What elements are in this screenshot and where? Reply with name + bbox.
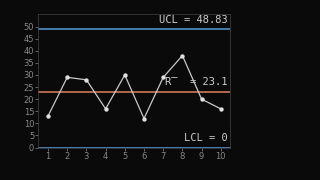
Point — [161, 76, 166, 79]
Point — [180, 54, 185, 57]
Point — [122, 73, 127, 76]
Text: LCL = 0: LCL = 0 — [184, 133, 228, 143]
Point — [84, 78, 89, 81]
Text: UCL = 48.83: UCL = 48.83 — [159, 15, 228, 25]
Point — [45, 115, 51, 118]
Point — [65, 76, 70, 79]
Point — [141, 117, 147, 120]
Point — [218, 107, 223, 110]
Text: R̅  = 23.1: R̅ = 23.1 — [165, 77, 228, 87]
Point — [199, 98, 204, 101]
Point — [103, 107, 108, 110]
